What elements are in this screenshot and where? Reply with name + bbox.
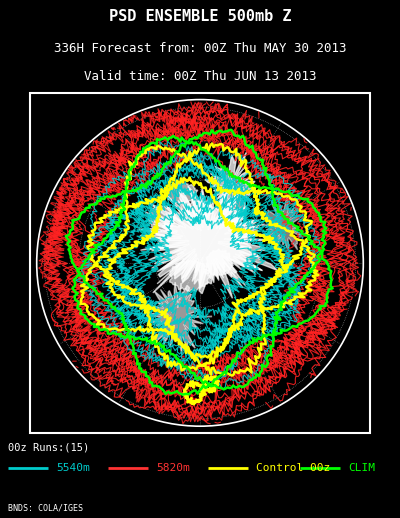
Polygon shape [146,282,212,355]
Text: BNDS: COLA/IGES: BNDS: COLA/IGES [8,504,83,513]
Polygon shape [165,181,198,204]
Text: 5540m: 5540m [56,464,90,473]
Text: Valid time: 00Z Thu JUN 13 2013: Valid time: 00Z Thu JUN 13 2013 [84,70,316,83]
Polygon shape [225,196,246,223]
Polygon shape [187,199,214,219]
Polygon shape [138,188,278,293]
Polygon shape [206,249,232,276]
Text: 00z Runs:(15): 00z Runs:(15) [8,443,89,453]
Text: 5820m: 5820m [156,464,190,473]
Polygon shape [140,184,274,298]
Polygon shape [148,205,175,232]
Text: Control 00z: Control 00z [256,464,330,473]
Polygon shape [169,260,210,292]
Polygon shape [262,196,302,250]
Text: 336H Forecast from: 00Z Thu MAY 30 2013: 336H Forecast from: 00Z Thu MAY 30 2013 [54,42,346,55]
Polygon shape [147,186,265,286]
Text: CLIM: CLIM [348,464,375,473]
Polygon shape [205,152,255,211]
Text: PSD ENSEMBLE 500mb Z: PSD ENSEMBLE 500mb Z [109,9,291,24]
